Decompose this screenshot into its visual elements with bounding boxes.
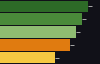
Bar [0,52,55,63]
Bar [0,26,76,38]
Bar [0,39,70,51]
Bar [0,13,82,25]
Bar [0,1,88,12]
